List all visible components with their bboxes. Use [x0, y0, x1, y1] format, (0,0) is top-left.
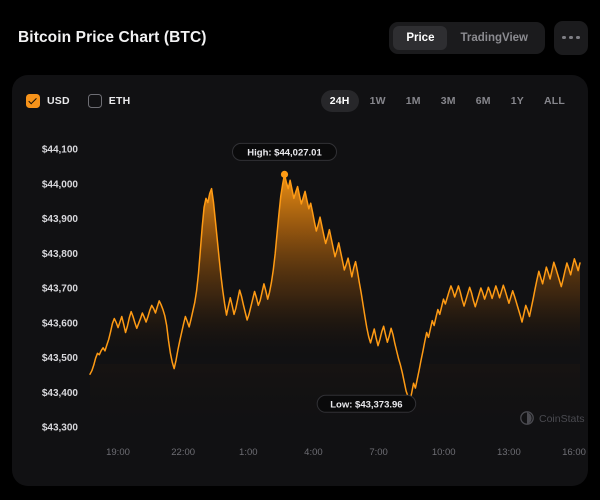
y-axis-tick-label: $43,400 [42, 388, 79, 399]
widget-header: Bitcoin Price Chart (BTC) Price TradingV… [0, 0, 600, 75]
range-1y[interactable]: 1Y [502, 90, 533, 112]
x-axis-tick-label: 7:00 [369, 447, 388, 458]
y-axis-tick-label: $43,700 [42, 284, 79, 295]
chart-card: USD ETH 24H 1W 1M 3M 6M 1Y ALL [12, 75, 588, 486]
ellipsis-icon [576, 35, 580, 40]
checkbox-unchecked-icon[interactable] [87, 94, 102, 108]
y-axis-tick-label: $43,900 [42, 214, 79, 225]
price-area-fill [90, 174, 580, 427]
more-options-button[interactable] [554, 20, 588, 55]
tab-tradingview[interactable]: TradingView [447, 26, 541, 50]
chart-toolbar: USD ETH 24H 1W 1M 3M 6M 1Y ALL [12, 75, 588, 127]
range-1m[interactable]: 1M [397, 90, 430, 112]
header-controls: Price TradingView [389, 20, 588, 55]
range-3m[interactable]: 3M [432, 90, 465, 112]
range-6m[interactable]: 6M [467, 90, 500, 112]
time-range-group: 24H 1W 1M 3M 6M 1Y ALL [320, 90, 574, 112]
x-axis-tick-label: 13:00 [497, 447, 521, 458]
currency-toggle-eth[interactable]: ETH [87, 94, 131, 108]
high-tooltip-bg [232, 142, 338, 161]
high-tooltip-label: High: $44,027.01 [247, 147, 322, 158]
x-axis-tick-label: 1:00 [239, 447, 257, 458]
view-tab-group: Price TradingView [389, 21, 545, 54]
y-axis-tick-label: $43,500 [42, 353, 79, 364]
page-title: Bitcoin Price Chart (BTC) [18, 28, 207, 46]
x-axis-tick-label: 10:00 [432, 447, 456, 458]
currency-toggle-group: USD ETH [26, 94, 130, 108]
coinstats-logo-icon [527, 412, 532, 425]
y-axis-tick-label: $43,600 [42, 318, 79, 329]
y-axis-tick-label: $43,300 [42, 423, 79, 434]
y-axis-tick-label: $43,800 [42, 249, 79, 260]
x-axis-tick-label: 22:00 [171, 447, 195, 458]
low-tooltip-label: Low: $43,373.96 [330, 399, 402, 410]
watermark-label: CoinStats [539, 413, 585, 425]
extreme-tooltips: High: $44,027.01 Low: $43,373.96 [232, 142, 417, 413]
y-axis-ticks: $44,100 $44,000 $43,900 $43,800 $43,700 $43,6… [42, 145, 79, 434]
x-axis-tick-label: 4:00 [304, 447, 323, 458]
low-tooltip-bg [316, 394, 417, 413]
checkbox-checked-icon[interactable] [26, 94, 40, 108]
price-chart-svg[interactable]: $44,100 $44,000 $43,900 $43,800 $43,700 $43,6… [12, 127, 588, 486]
x-axis-ticks: 19:00 22:00 1:00 4:00 7:00 10:00 13:00 16:00 [106, 447, 586, 458]
range-24h[interactable]: 24H [320, 90, 359, 112]
price-line [89, 173, 581, 403]
ellipsis-icon [569, 35, 573, 40]
currency-label-usd: USD [47, 95, 70, 107]
currency-label-eth: ETH [108, 95, 131, 107]
range-all[interactable]: ALL [535, 90, 574, 112]
ellipsis-icon [562, 35, 566, 40]
y-axis-tick-label: $44,100 [42, 145, 79, 156]
currency-toggle-usd[interactable]: USD [26, 94, 70, 108]
x-axis-tick-label: 16:00 [562, 447, 586, 458]
x-axis-tick-label: 19:00 [106, 447, 130, 458]
high-point-marker [280, 170, 289, 178]
tab-price[interactable]: Price [393, 25, 448, 50]
range-1w[interactable]: 1W [361, 90, 395, 112]
y-axis-tick-label: $44,000 [42, 179, 79, 190]
coinstats-watermark: CoinStats [520, 411, 585, 425]
price-chart-plot[interactable]: $44,100 $44,000 $43,900 $43,800 $43,700 $43,6… [12, 127, 588, 486]
